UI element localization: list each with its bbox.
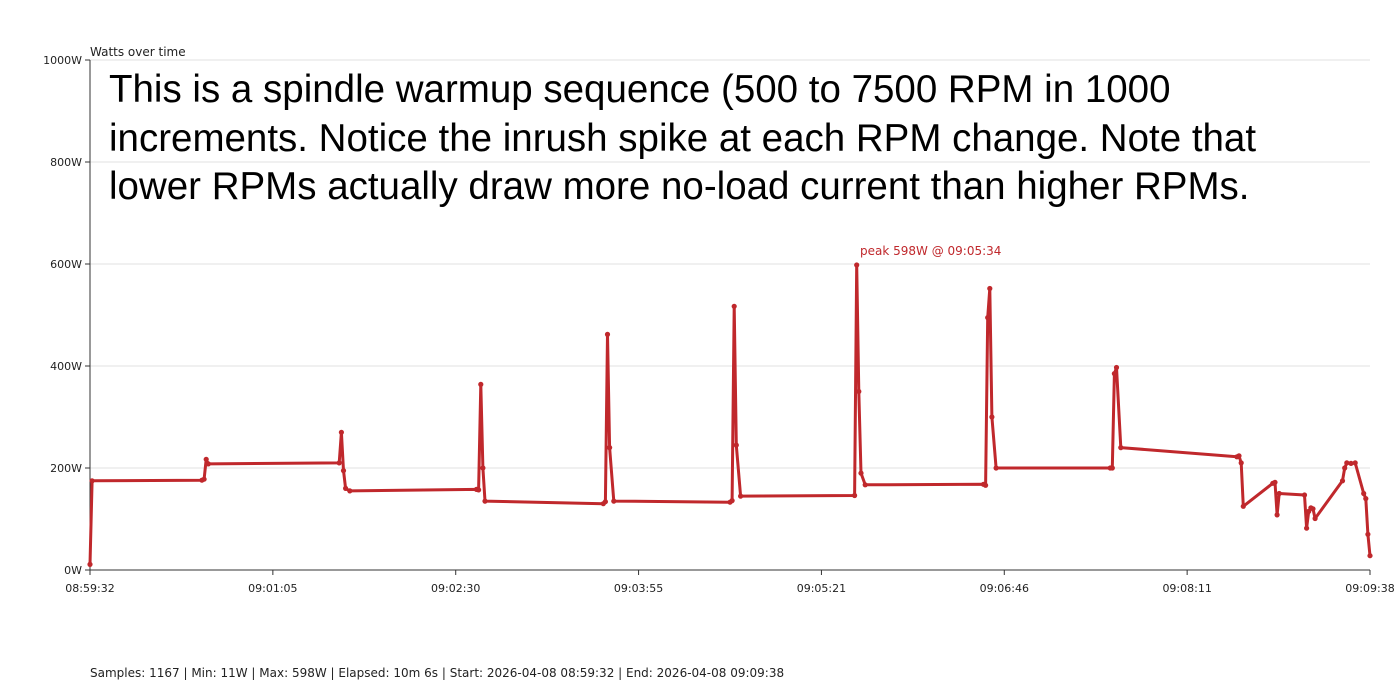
data-point [478, 381, 484, 387]
data-point [1348, 460, 1354, 466]
data-point [852, 492, 858, 499]
data-point [1367, 553, 1373, 559]
data-point [607, 445, 613, 451]
x-tick-label: 09:05:21 [797, 582, 846, 595]
data-point [738, 493, 744, 499]
data-point [1339, 478, 1346, 484]
y-tick-label: 0W [64, 564, 82, 577]
x-tick-label: 09:06:46 [980, 582, 1029, 595]
data-point [733, 442, 739, 448]
stats-footer: Samples: 1167 | Min: 11W | Max: 598W | E… [90, 666, 785, 680]
data-point [1312, 515, 1318, 522]
data-point [854, 262, 860, 268]
power-series [87, 262, 1373, 568]
y-tick-label: 600W [50, 258, 82, 271]
data-point [983, 482, 989, 488]
x-tick-label: 09:09:38 [1345, 582, 1394, 595]
peak-label: peak 598W @ 09:05:34 [860, 244, 1001, 258]
series-line [88, 263, 1372, 565]
data-point [1310, 506, 1316, 512]
data-point [1238, 460, 1244, 466]
data-point [1301, 492, 1308, 498]
data-point [1272, 479, 1278, 485]
data-point [89, 478, 95, 484]
annotation-line-3: lower RPMs actually draw more no-load cu… [109, 165, 1250, 208]
data-point [1113, 364, 1120, 371]
annotation-line-1: This is a spindle warmup sequence (500 t… [109, 68, 1171, 111]
data-point [203, 456, 209, 462]
data-point [1361, 490, 1367, 497]
data-point [1304, 525, 1310, 531]
data-point [347, 488, 353, 494]
data-point [1365, 531, 1371, 537]
data-point [1118, 445, 1124, 451]
data-point [340, 468, 347, 474]
x-tick-label: 08:59:32 [65, 582, 114, 595]
y-tick-label: 200W [50, 462, 82, 475]
data-point [476, 487, 482, 493]
x-tick-label: 09:08:11 [1162, 582, 1211, 595]
y-axis-ticks: 0W 200W 400W 600W 800W 1000W [43, 54, 90, 577]
data-point [1342, 465, 1348, 471]
data-point [856, 388, 862, 395]
data-point [993, 465, 999, 471]
data-point [205, 461, 211, 467]
data-point [987, 285, 993, 292]
gridlines [90, 59, 1370, 469]
data-point [1352, 460, 1358, 466]
data-point [480, 465, 486, 471]
data-point [1274, 512, 1280, 518]
y-tick-label: 400W [50, 360, 82, 373]
data-point [858, 470, 864, 476]
data-point [336, 460, 342, 466]
data-point [602, 499, 609, 505]
data-point [201, 476, 207, 482]
data-point [729, 498, 735, 504]
chart-title: Watts over time [90, 45, 186, 59]
y-tick-label: 1000W [43, 54, 82, 67]
data-point [338, 429, 344, 435]
data-point [343, 485, 349, 491]
annotation-line-2: increments. Notice the inrush spike at e… [109, 116, 1257, 160]
x-tick-label: 09:01:05 [248, 582, 297, 595]
data-point [1109, 465, 1115, 471]
data-point [1276, 490, 1282, 497]
annotation-text: This is a spindle warmup sequence (500 t… [109, 66, 1379, 212]
data-point [985, 315, 991, 321]
data-point [482, 498, 488, 504]
data-point [1363, 496, 1369, 502]
data-point [1111, 371, 1117, 377]
data-point [1240, 503, 1246, 509]
data-point [604, 331, 611, 337]
x-tick-label: 09:02:30 [431, 582, 480, 595]
data-point [989, 414, 995, 420]
data-point [611, 498, 617, 504]
data-point [731, 303, 737, 309]
x-axis-ticks: 08:59:32 09:01:05 09:02:30 09:03:55 09:05:21… [65, 570, 1395, 595]
data-point [862, 482, 868, 488]
data-point [1236, 453, 1242, 459]
data-point [1344, 460, 1350, 466]
y-tick-label: 800W [50, 156, 82, 169]
data-point [87, 561, 93, 568]
x-tick-label: 09:03:55 [614, 582, 663, 595]
